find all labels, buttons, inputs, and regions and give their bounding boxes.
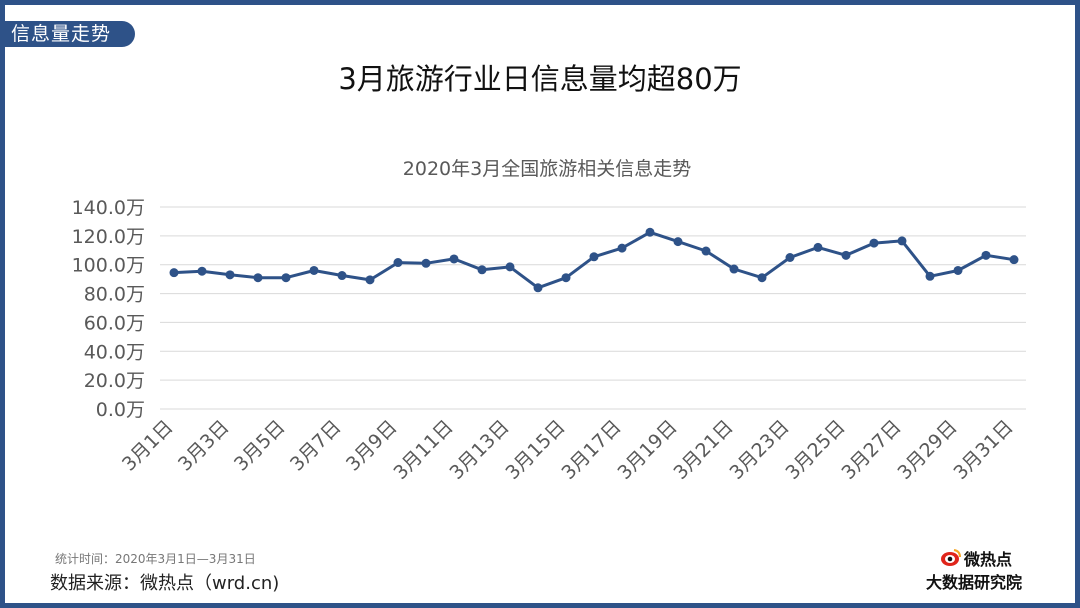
x-tick-label: 3月17日 <box>557 416 625 484</box>
x-tick-label: 3月3日 <box>174 416 234 476</box>
brand-logo: 微热点 大数据研究院 <box>922 546 1047 592</box>
x-tick-label: 3月19日 <box>613 416 681 484</box>
data-point <box>897 236 907 246</box>
data-point <box>925 271 935 281</box>
x-tick-label: 3月29日 <box>893 416 961 484</box>
data-point <box>729 264 739 274</box>
y-tick-label: 60.0万 <box>84 312 145 334</box>
x-tick-label: 3月31日 <box>949 416 1017 484</box>
x-tick-label: 3月1日 <box>118 416 178 476</box>
data-point <box>197 266 207 276</box>
data-point <box>589 252 599 262</box>
data-point <box>561 273 571 283</box>
data-point <box>953 265 963 275</box>
data-point <box>617 243 627 253</box>
y-tick-label: 140.0万 <box>72 197 145 219</box>
data-point <box>1009 255 1019 265</box>
brand-name: 微热点 <box>964 550 1013 569</box>
x-tick-label: 3月15日 <box>501 416 569 484</box>
data-point <box>477 265 487 275</box>
x-tick-label: 3月23日 <box>725 416 793 484</box>
data-point <box>813 242 823 252</box>
data-point <box>169 268 179 278</box>
data-point <box>365 275 375 285</box>
page-title: 3月旅游行业日信息量均超80万 <box>338 62 742 96</box>
section-tag: 信息量走势 <box>5 21 135 47</box>
data-point <box>309 265 319 275</box>
x-tick-label: 3月13日 <box>445 416 513 484</box>
x-tick-label: 3月25日 <box>781 416 849 484</box>
data-point <box>253 273 263 283</box>
y-tick-label: 20.0万 <box>84 370 145 392</box>
data-point <box>673 237 683 247</box>
x-tick-label: 3月21日 <box>669 416 737 484</box>
x-tick-label: 3月7日 <box>286 416 346 476</box>
data-point <box>645 227 655 237</box>
data-point <box>225 270 235 280</box>
data-point <box>785 253 795 262</box>
weibo-eye-icon <box>941 549 961 566</box>
y-tick-label: 100.0万 <box>72 255 145 277</box>
footer-note: 统计时间：2020年3月1日—3月31日 <box>55 552 256 566</box>
y-tick-label: 80.0万 <box>84 284 145 306</box>
data-point <box>533 283 543 293</box>
data-point <box>701 246 711 256</box>
brand-subtitle: 大数据研究院 <box>926 573 1023 592</box>
y-tick-label: 0.0万 <box>96 399 145 421</box>
footer-source: 数据来源：微热点（wrd.cn) <box>50 573 280 594</box>
chart-title: 2020年3月全国旅游相关信息走势 <box>403 158 691 180</box>
data-point <box>449 254 459 264</box>
data-point <box>281 273 291 283</box>
data-point <box>393 258 403 268</box>
x-tick-label: 3月27日 <box>837 416 905 484</box>
data-point <box>841 250 851 260</box>
data-point <box>505 262 515 272</box>
data-point <box>757 273 767 283</box>
data-point <box>421 258 431 268</box>
data-point <box>981 250 991 260</box>
data-point <box>869 238 879 248</box>
y-tick-label: 40.0万 <box>84 341 145 363</box>
data-point <box>337 271 347 281</box>
x-tick-label: 3月11日 <box>389 416 457 484</box>
x-tick-label: 3月5日 <box>230 416 290 476</box>
y-tick-label: 120.0万 <box>72 226 145 248</box>
